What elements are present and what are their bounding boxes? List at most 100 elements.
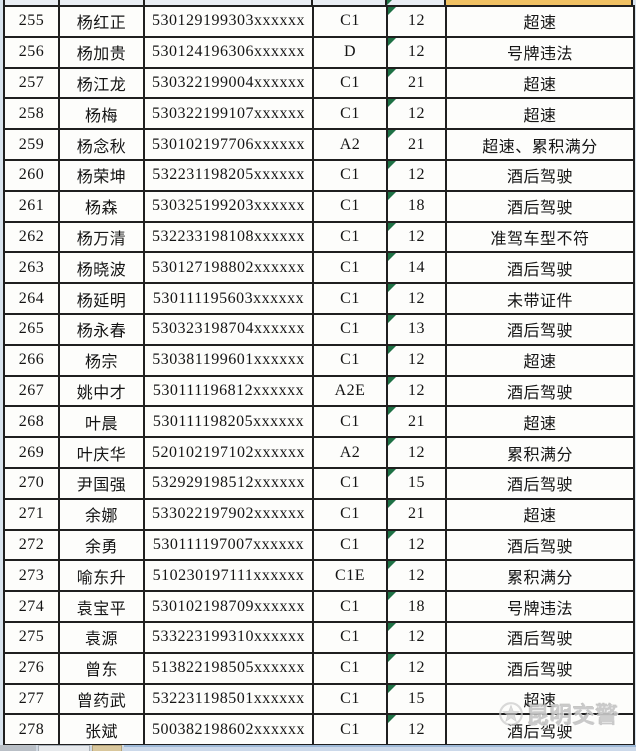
license-type-cell[interactable]: C1 [312, 466, 388, 500]
license-type-cell[interactable]: C1 [312, 343, 388, 377]
license-type-cell[interactable]: C1 [312, 97, 388, 131]
id-number-cell[interactable]: 513822198505xxxxxx [143, 651, 314, 685]
license-type-cell[interactable]: C1 [312, 682, 388, 716]
name-cell[interactable]: 袁源 [58, 620, 145, 654]
points-cell[interactable]: 12 [386, 713, 447, 747]
row-index-cell[interactable]: 264 [3, 282, 60, 315]
license-type-cell[interactable]: A2E [312, 374, 388, 408]
violation-cell[interactable]: 超速 [445, 66, 635, 100]
license-type-cell[interactable]: C1 [312, 312, 388, 346]
license-type-cell[interactable]: C1 [312, 158, 388, 192]
name-cell[interactable]: 姚中才 [58, 374, 145, 408]
row-index-cell[interactable]: 269 [3, 436, 60, 469]
row-index-cell[interactable]: 258 [3, 97, 60, 131]
name-cell[interactable]: 杨梅 [58, 97, 145, 131]
points-cell[interactable]: 12 [386, 97, 447, 131]
points-cell[interactable]: 12 [386, 651, 447, 685]
points-cell[interactable]: 12 [386, 343, 447, 377]
row-index-cell[interactable]: 267 [3, 374, 60, 408]
points-cell[interactable]: 12 [386, 158, 447, 192]
name-cell[interactable]: 杨荣坤 [58, 158, 145, 192]
id-number-cell[interactable]: 530129199303xxxxxx [143, 5, 314, 38]
id-number-cell[interactable]: 510230197111xxxxxx [143, 559, 314, 593]
row-index-cell[interactable]: 259 [3, 128, 60, 161]
row-index-cell[interactable]: 260 [3, 158, 60, 192]
points-cell[interactable]: 15 [386, 682, 447, 716]
violation-cell[interactable]: 未带证件 [445, 282, 635, 315]
points-cell[interactable]: 13 [386, 312, 447, 346]
id-number-cell[interactable]: 532929198512xxxxxx [143, 466, 314, 500]
id-number-cell[interactable]: 530322199107xxxxxx [143, 97, 314, 131]
name-cell[interactable]: 尹国强 [58, 466, 145, 500]
name-cell[interactable]: 杨森 [58, 189, 145, 223]
name-cell[interactable]: 杨宗 [58, 343, 145, 377]
license-type-cell[interactable]: C1 [312, 220, 388, 254]
points-cell[interactable]: 12 [386, 5, 447, 38]
name-cell[interactable]: 袁宝平 [58, 590, 145, 623]
violation-cell[interactable]: 酒后驾驶 [445, 374, 635, 408]
points-cell[interactable]: 12 [386, 220, 447, 254]
points-cell[interactable]: 21 [386, 405, 447, 439]
id-number-cell[interactable]: 500382198602xxxxxx [143, 713, 314, 747]
name-cell[interactable]: 杨晓波 [58, 251, 145, 285]
id-number-cell[interactable]: 533223199310xxxxxx [143, 620, 314, 654]
id-number-cell[interactable]: 533022197902xxxxxx [143, 497, 314, 531]
points-cell[interactable]: 21 [386, 128, 447, 161]
sheet-tab[interactable] [38, 745, 90, 751]
row-index-cell[interactable]: 278 [3, 713, 60, 747]
license-type-cell[interactable]: C1E [312, 559, 388, 593]
points-cell[interactable]: 12 [386, 528, 447, 562]
row-index-cell[interactable]: 263 [3, 251, 60, 285]
points-cell[interactable]: 21 [386, 66, 447, 100]
row-index-cell[interactable]: 266 [3, 343, 60, 377]
violation-cell[interactable]: 酒后驾驶 [445, 466, 635, 500]
name-cell[interactable]: 杨念秋 [58, 128, 145, 161]
row-index-cell[interactable]: 273 [3, 559, 60, 593]
name-cell[interactable]: 张斌 [58, 713, 145, 747]
license-type-cell[interactable]: D [312, 35, 388, 69]
id-number-cell[interactable]: 530124196306xxxxxx [143, 35, 314, 69]
row-index-cell[interactable]: 261 [3, 189, 60, 223]
points-cell[interactable]: 12 [386, 620, 447, 654]
id-number-cell[interactable]: 532233198108xxxxxx [143, 220, 314, 254]
row-index-cell[interactable]: 275 [3, 620, 60, 654]
row-index-cell[interactable]: 274 [3, 590, 60, 623]
violation-cell[interactable]: 准驾车型不符 [445, 220, 635, 254]
violation-cell[interactable]: 酒后驾驶 [445, 620, 635, 654]
violation-cell[interactable]: 超速 [445, 343, 635, 377]
row-index-cell[interactable]: 271 [3, 497, 60, 531]
license-type-cell[interactable]: C1 [312, 282, 388, 315]
name-cell[interactable]: 喻东升 [58, 559, 145, 593]
id-number-cell[interactable]: 530111197007xxxxxx [143, 528, 314, 562]
violation-cell[interactable]: 超速 [445, 5, 635, 38]
violation-cell[interactable]: 累积满分 [445, 559, 635, 593]
id-number-cell[interactable]: 532231198205xxxxxx [143, 158, 314, 192]
violation-cell[interactable]: 超速 [445, 497, 635, 531]
id-number-cell[interactable]: 530322199004xxxxxx [143, 66, 314, 100]
violation-cell[interactable]: 酒后驾驶 [445, 312, 635, 346]
points-cell[interactable]: 12 [386, 436, 447, 469]
row-index-cell[interactable]: 262 [3, 220, 60, 254]
violation-cell[interactable]: 酒后驾驶 [445, 158, 635, 192]
violation-cell[interactable]: 累积满分 [445, 436, 635, 469]
id-number-cell[interactable]: 530111196812xxxxxx [143, 374, 314, 408]
violation-cell[interactable]: 酒后驾驶 [445, 651, 635, 685]
id-number-cell[interactable]: 530111195603xxxxxx [143, 282, 314, 315]
row-index-cell[interactable]: 257 [3, 66, 60, 100]
name-cell[interactable]: 曾药武 [58, 682, 145, 716]
name-cell[interactable]: 杨江龙 [58, 66, 145, 100]
violation-cell[interactable]: 号牌违法 [445, 590, 635, 623]
violation-cell[interactable]: 酒后驾驶 [445, 189, 635, 223]
sheet-tab-active[interactable] [92, 745, 122, 751]
row-index-cell[interactable]: 270 [3, 466, 60, 500]
license-type-cell[interactable]: C1 [312, 251, 388, 285]
license-type-cell[interactable]: C1 [312, 528, 388, 562]
id-number-cell[interactable]: 520102197102xxxxxx [143, 436, 314, 469]
name-cell[interactable]: 叶晨 [58, 405, 145, 439]
violation-cell[interactable]: 超速 [445, 97, 635, 131]
name-cell[interactable]: 杨加贵 [58, 35, 145, 69]
license-type-cell[interactable]: C1 [312, 651, 388, 685]
license-type-cell[interactable]: C1 [312, 497, 388, 531]
id-number-cell[interactable]: 530111198205xxxxxx [143, 405, 314, 439]
license-type-cell[interactable]: C1 [312, 405, 388, 439]
